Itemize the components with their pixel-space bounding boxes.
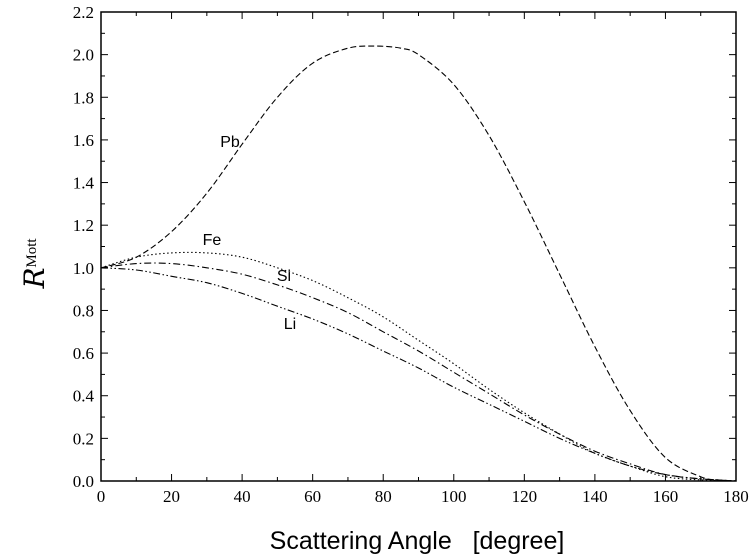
y-axis-title-superscript: Mott [24,238,40,268]
x-tick-label: 180 [723,487,749,506]
y-tick-label: 1.0 [73,259,94,278]
y-tick-label: 2.2 [73,3,94,22]
y-tick-label: 1.8 [73,88,94,107]
series-line-fe [100,251,737,482]
x-tick-label: 0 [97,487,106,506]
x-axis-ticks: 0 20 40 60 80 100 120 140 160 180 [97,12,749,506]
series-layer [100,45,737,482]
x-axis-title: Scattering Angle [degree] [270,527,565,555]
y-tick-label: 0.6 [73,344,94,363]
y-tick-label: 0.2 [73,429,94,448]
y-axis-ticks: 0.0 0.2 0.4 0.6 0.8 1.0 1.2 1.4 1.6 1.8 2.0 2.2 [73,3,736,491]
y-axis-title: R Mott [18,238,51,290]
x-tick-label: 40 [234,487,251,506]
y-axis-title-main: R [18,267,51,289]
x-tick-label: 140 [582,487,608,506]
x-tick-label: 20 [163,487,180,506]
series-label-li: Li [284,316,296,333]
x-tick-label: 120 [512,487,538,506]
series-line-pb [100,45,737,482]
plot-frame [100,11,737,482]
y-tick-label: 2.0 [73,46,94,65]
x-tick-label: 80 [375,487,392,506]
series-labels: Pb Fe Si Li [203,134,297,333]
series-label-pb: Pb [220,134,240,151]
x-tick-label: 60 [304,487,321,506]
x-tick-label: 160 [653,487,679,506]
series-label-si: Si [277,268,291,285]
y-tick-label: 1.6 [73,131,94,150]
series-line-si [100,262,737,482]
series-label-fe: Fe [203,232,222,249]
x-tick-label: 100 [441,487,467,506]
y-tick-label: 1.2 [73,216,94,235]
y-tick-label: 1.4 [73,174,95,193]
y-tick-label: 0.8 [73,301,94,320]
y-tick-label: 0.0 [73,472,94,491]
y-tick-label: 0.4 [73,387,95,406]
series-line-li [100,267,737,482]
